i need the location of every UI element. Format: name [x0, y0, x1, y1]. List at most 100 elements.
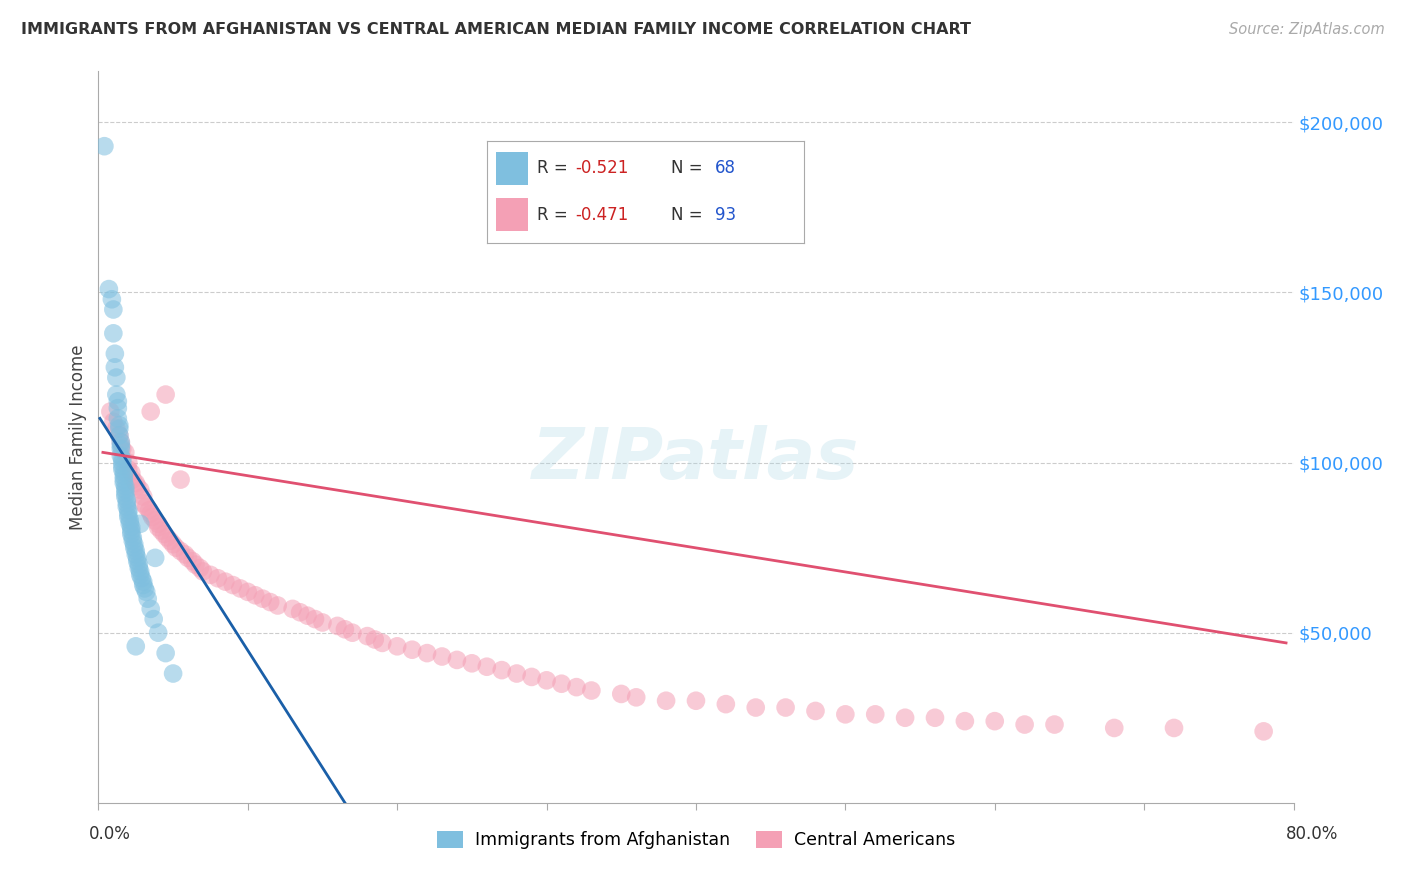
Point	[181, 554, 204, 568]
Point	[148, 520, 170, 534]
Point	[139, 507, 162, 521]
Point	[112, 473, 135, 487]
Point	[155, 646, 177, 660]
Point	[129, 567, 152, 582]
Point	[125, 640, 148, 654]
Point	[121, 533, 143, 548]
Point	[356, 629, 378, 643]
Point	[745, 700, 768, 714]
Point	[134, 582, 156, 596]
Point	[110, 439, 132, 453]
Point	[148, 516, 170, 531]
Point	[229, 582, 252, 596]
Point	[1014, 717, 1036, 731]
Point	[111, 452, 134, 467]
Point	[129, 483, 152, 497]
Point	[120, 527, 142, 541]
Point	[775, 700, 797, 714]
Point	[550, 677, 572, 691]
Point	[184, 558, 207, 572]
Point	[1043, 717, 1066, 731]
Point	[148, 625, 170, 640]
Point	[162, 537, 184, 551]
Point	[342, 625, 364, 640]
Point	[1253, 724, 1275, 739]
Point	[135, 500, 157, 514]
Point	[108, 428, 131, 442]
Point	[120, 520, 142, 534]
Point	[156, 531, 179, 545]
Point	[138, 503, 160, 517]
Point	[111, 458, 134, 473]
Point	[252, 591, 274, 606]
Point	[111, 456, 134, 470]
Point	[128, 561, 150, 575]
Point	[865, 707, 887, 722]
Point	[110, 435, 132, 450]
Point	[107, 411, 129, 425]
Point	[188, 561, 211, 575]
Point	[107, 401, 129, 416]
Point	[117, 503, 139, 517]
Point	[105, 370, 128, 384]
Point	[112, 475, 135, 490]
Point	[1104, 721, 1126, 735]
Point	[984, 714, 1007, 728]
Point	[139, 602, 162, 616]
Point	[304, 612, 326, 626]
Point	[118, 516, 141, 531]
Point	[834, 707, 856, 722]
Point	[207, 571, 229, 585]
Point	[610, 687, 633, 701]
Text: Source: ZipAtlas.com: Source: ZipAtlas.com	[1229, 22, 1385, 37]
Point	[93, 139, 115, 153]
Point	[169, 473, 191, 487]
Point	[121, 531, 143, 545]
Point	[131, 571, 153, 585]
Point	[111, 462, 134, 476]
Point	[953, 714, 976, 728]
Point	[98, 404, 122, 418]
Point	[200, 567, 222, 582]
Point	[214, 574, 236, 589]
Point	[326, 619, 349, 633]
Point	[124, 537, 146, 551]
Point	[159, 533, 181, 548]
Point	[125, 548, 148, 562]
Point	[108, 421, 131, 435]
Point	[165, 541, 187, 555]
Point	[117, 462, 139, 476]
Text: 0.0%: 0.0%	[89, 825, 131, 843]
Point	[108, 418, 131, 433]
Point	[105, 421, 128, 435]
Point	[103, 326, 125, 341]
Point	[177, 550, 200, 565]
Point	[110, 442, 132, 456]
Point	[536, 673, 558, 688]
Point	[114, 479, 136, 493]
Point	[446, 653, 468, 667]
Point	[101, 293, 124, 307]
Point	[924, 711, 946, 725]
Point	[475, 659, 498, 673]
Point	[103, 415, 125, 429]
Legend: Immigrants from Afghanistan, Central Americans: Immigrants from Afghanistan, Central Ame…	[430, 824, 962, 856]
Point	[114, 490, 136, 504]
Point	[121, 473, 143, 487]
Point	[112, 466, 135, 480]
Point	[132, 578, 155, 592]
Text: ZIPatlas: ZIPatlas	[533, 425, 859, 493]
Point	[416, 646, 439, 660]
Point	[127, 550, 149, 565]
Point	[143, 550, 166, 565]
Point	[245, 588, 267, 602]
Point	[115, 500, 138, 514]
Point	[125, 544, 148, 558]
Point	[150, 524, 173, 538]
Point	[162, 666, 184, 681]
Point	[288, 605, 311, 619]
Point	[117, 510, 139, 524]
Point	[385, 640, 409, 654]
Point	[267, 599, 290, 613]
Point	[118, 513, 141, 527]
